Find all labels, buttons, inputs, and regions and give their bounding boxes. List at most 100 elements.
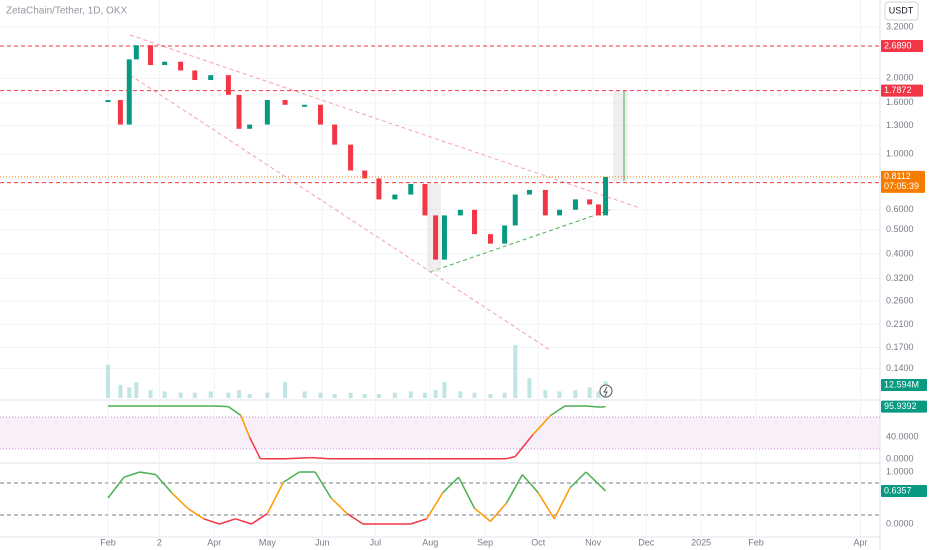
indicator-segment	[585, 471, 607, 492]
indicator-segment	[214, 405, 229, 408]
indicator-segment	[442, 476, 460, 494]
y-tick-label: 0.6000	[886, 204, 914, 214]
indicator-value-box	[881, 400, 927, 413]
currency-button-label[interactable]: USDT	[889, 5, 914, 15]
volume-bar	[433, 390, 438, 398]
level-label: 2.6890	[884, 40, 912, 50]
last-price-box	[881, 170, 925, 193]
x-tick-label: Sep	[477, 537, 493, 547]
y-tick-label: 0.4000	[886, 248, 914, 258]
candle	[557, 209, 563, 216]
y-tick-label: 0.1700	[886, 342, 914, 352]
candle	[487, 234, 493, 244]
indicator-segment	[600, 405, 606, 408]
volume-label-box	[881, 379, 927, 391]
candle	[408, 183, 414, 195]
candle	[457, 209, 463, 216]
volume-bar	[127, 387, 132, 398]
y-tick-label: 0.1400	[886, 363, 914, 373]
candle	[603, 176, 609, 216]
x-tick-label: Dec	[638, 537, 655, 547]
indicator-tick-label: 0.0000	[886, 518, 914, 528]
volume-label: 12.594M	[884, 379, 919, 389]
indicator-segment	[553, 487, 571, 520]
indicator-value-box	[881, 484, 927, 497]
indicator-segment	[506, 455, 516, 460]
indicator-segment	[537, 492, 555, 520]
indicator-value-label: 0.6357	[884, 485, 912, 495]
volume-bar	[265, 392, 270, 398]
alert-icon-bolt	[603, 386, 608, 397]
candle	[264, 100, 270, 125]
volume-bar	[332, 394, 337, 398]
level-label-box	[881, 40, 923, 53]
x-tick-label: Feb	[100, 537, 116, 547]
candle	[133, 45, 139, 60]
volume-bar	[502, 392, 507, 398]
indicator-segment	[314, 471, 332, 499]
candle	[376, 178, 382, 200]
candle	[572, 199, 578, 210]
candle	[208, 75, 214, 81]
x-tick-label: Nov	[585, 537, 602, 547]
candle	[148, 45, 154, 66]
candle	[317, 104, 323, 125]
x-tick-label: 2025	[691, 537, 711, 547]
y-tick-label: 1.6000	[886, 97, 914, 107]
indicator-segment	[248, 436, 261, 460]
x-tick-label: Apr	[854, 537, 868, 547]
volume-bar	[318, 392, 323, 398]
indicator-segment	[240, 415, 251, 438]
trendline	[429, 209, 611, 273]
indicator-segment	[457, 476, 476, 509]
y-tick-label: 1.3000	[886, 120, 914, 130]
indicator-segment	[266, 482, 284, 514]
y-tick-label: 2.0000	[886, 73, 914, 83]
candle	[236, 94, 242, 129]
volume-bar	[458, 391, 463, 398]
volume-bar	[587, 387, 592, 398]
volume-bar	[208, 391, 213, 398]
indicator-segment	[474, 507, 491, 522]
indicator-segment	[346, 512, 364, 525]
alert-icon[interactable]	[599, 384, 613, 398]
y-tick-label: 0.3200	[886, 273, 914, 283]
currency-button[interactable]	[884, 1, 919, 21]
y-tick-label: 0.2600	[886, 295, 914, 305]
indicator-segment	[426, 492, 444, 520]
volume-bar	[226, 392, 231, 398]
x-tick-label: Jun	[315, 537, 330, 547]
candle	[126, 59, 132, 125]
level-label: 1.7872	[884, 85, 912, 95]
volume-bar	[543, 390, 548, 398]
x-tick-label: May	[259, 537, 277, 547]
x-tick-label: Jul	[370, 537, 382, 547]
indicator-segment	[187, 507, 205, 520]
volume-bar	[422, 392, 427, 398]
volume-bar	[442, 382, 447, 398]
volume-bar	[134, 382, 139, 398]
indicator-segment	[586, 405, 601, 408]
candle	[441, 215, 447, 260]
candle	[178, 61, 184, 71]
indicator-segment	[203, 518, 220, 525]
candle	[542, 189, 548, 216]
x-tick-label: Oct	[531, 537, 546, 547]
candle	[225, 75, 231, 95]
volume-bar	[488, 394, 493, 398]
volume-bar	[348, 392, 353, 398]
indicator-segment	[251, 512, 268, 525]
candle	[105, 100, 111, 103]
indicator-segment	[171, 492, 189, 509]
candle	[192, 70, 198, 81]
indicator-tick-label: 0.0000	[886, 454, 914, 464]
indicator-segment	[532, 414, 552, 436]
volume-bar	[302, 391, 307, 398]
indicator-segment	[550, 405, 566, 416]
indicator-segment	[489, 502, 507, 522]
y-tick-label: 3.2000	[886, 21, 914, 31]
candle	[502, 225, 508, 244]
volume-bar	[283, 382, 288, 398]
y-tick-label: 1.0000	[886, 148, 914, 158]
